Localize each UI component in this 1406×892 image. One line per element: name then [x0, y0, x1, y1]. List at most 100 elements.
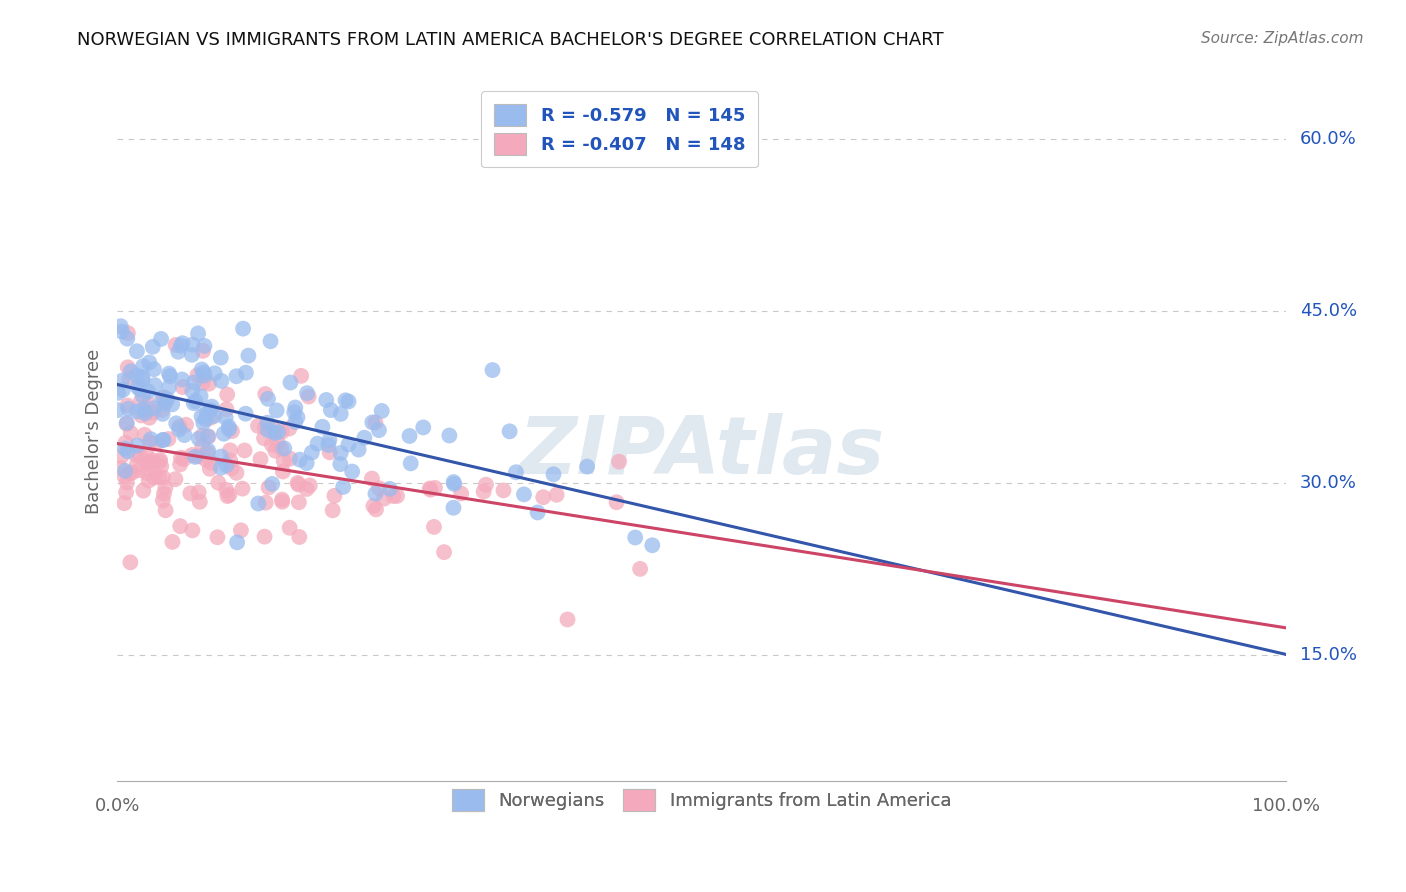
Point — [287, 477, 309, 491]
Point — [115, 475, 138, 490]
Point — [128, 463, 150, 477]
Point — [370, 404, 392, 418]
Point — [288, 530, 311, 544]
Point — [329, 457, 352, 471]
Point — [439, 428, 461, 442]
Point — [194, 412, 217, 426]
Point — [219, 453, 242, 467]
Point — [215, 483, 238, 497]
Point — [641, 538, 664, 552]
Point — [337, 437, 360, 451]
Point — [271, 465, 294, 479]
Point — [209, 374, 232, 388]
Point — [136, 466, 159, 480]
Point — [150, 459, 173, 474]
Point — [295, 482, 318, 496]
Point — [329, 407, 352, 421]
Point — [200, 456, 222, 470]
Point — [207, 530, 229, 544]
Point — [295, 456, 318, 470]
Point — [270, 442, 292, 456]
Point — [143, 378, 166, 392]
Point — [110, 449, 132, 463]
Point — [121, 466, 143, 480]
Point — [263, 422, 285, 436]
Point — [145, 436, 167, 450]
Point — [134, 406, 156, 420]
Point — [226, 535, 249, 549]
Point — [204, 367, 226, 381]
Point — [110, 319, 132, 334]
Point — [169, 519, 191, 533]
Point — [443, 475, 465, 489]
Point — [322, 503, 344, 517]
Point — [557, 612, 579, 626]
Point — [363, 499, 385, 513]
Point — [181, 524, 204, 538]
Point — [187, 485, 209, 500]
Point — [120, 555, 142, 569]
Point — [323, 489, 346, 503]
Point — [212, 426, 235, 441]
Point — [367, 423, 389, 437]
Point — [131, 409, 153, 423]
Point — [253, 431, 276, 445]
Point — [225, 369, 247, 384]
Point — [148, 455, 170, 469]
Point — [607, 455, 630, 469]
Point — [111, 383, 134, 397]
Point — [624, 531, 647, 545]
Point — [287, 410, 309, 425]
Point — [115, 416, 138, 430]
Point — [187, 326, 209, 341]
Point — [253, 530, 276, 544]
Point — [187, 432, 209, 446]
Point — [513, 487, 536, 501]
Point — [152, 433, 174, 447]
Point — [157, 380, 180, 394]
Point — [246, 418, 269, 433]
Text: NORWEGIAN VS IMMIGRANTS FROM LATIN AMERICA BACHELOR'S DEGREE CORRELATION CHART: NORWEGIAN VS IMMIGRANTS FROM LATIN AMERI… — [77, 31, 943, 49]
Point — [373, 491, 395, 506]
Point — [263, 425, 285, 440]
Point — [190, 389, 212, 403]
Point — [207, 475, 229, 490]
Point — [218, 422, 240, 436]
Point — [117, 332, 139, 346]
Point — [191, 428, 214, 442]
Point — [165, 338, 187, 352]
Point — [128, 382, 150, 396]
Point — [117, 401, 139, 416]
Point — [280, 376, 302, 390]
Point — [180, 348, 202, 362]
Point — [153, 396, 176, 410]
Point — [219, 443, 242, 458]
Point — [167, 344, 190, 359]
Point — [142, 362, 165, 376]
Text: 30.0%: 30.0% — [1299, 474, 1357, 491]
Point — [399, 456, 422, 470]
Point — [117, 360, 139, 375]
Point — [218, 488, 240, 502]
Point — [142, 401, 165, 416]
Point — [191, 343, 214, 358]
Point — [273, 442, 295, 456]
Point — [170, 372, 193, 386]
Text: Source: ZipAtlas.com: Source: ZipAtlas.com — [1201, 31, 1364, 46]
Text: ZIPAtlas: ZIPAtlas — [519, 413, 884, 491]
Point — [117, 326, 139, 340]
Point — [271, 492, 294, 507]
Legend: Norwegians, Immigrants from Latin America: Norwegians, Immigrants from Latin Americ… — [439, 777, 965, 824]
Point — [125, 448, 148, 462]
Point — [202, 409, 225, 423]
Point — [260, 437, 283, 451]
Point — [125, 344, 148, 359]
Point — [141, 458, 163, 473]
Point — [188, 495, 211, 509]
Point — [179, 486, 201, 500]
Point — [218, 419, 240, 434]
Point — [278, 451, 301, 466]
Point — [150, 402, 173, 417]
Point — [278, 421, 301, 435]
Point — [156, 392, 179, 406]
